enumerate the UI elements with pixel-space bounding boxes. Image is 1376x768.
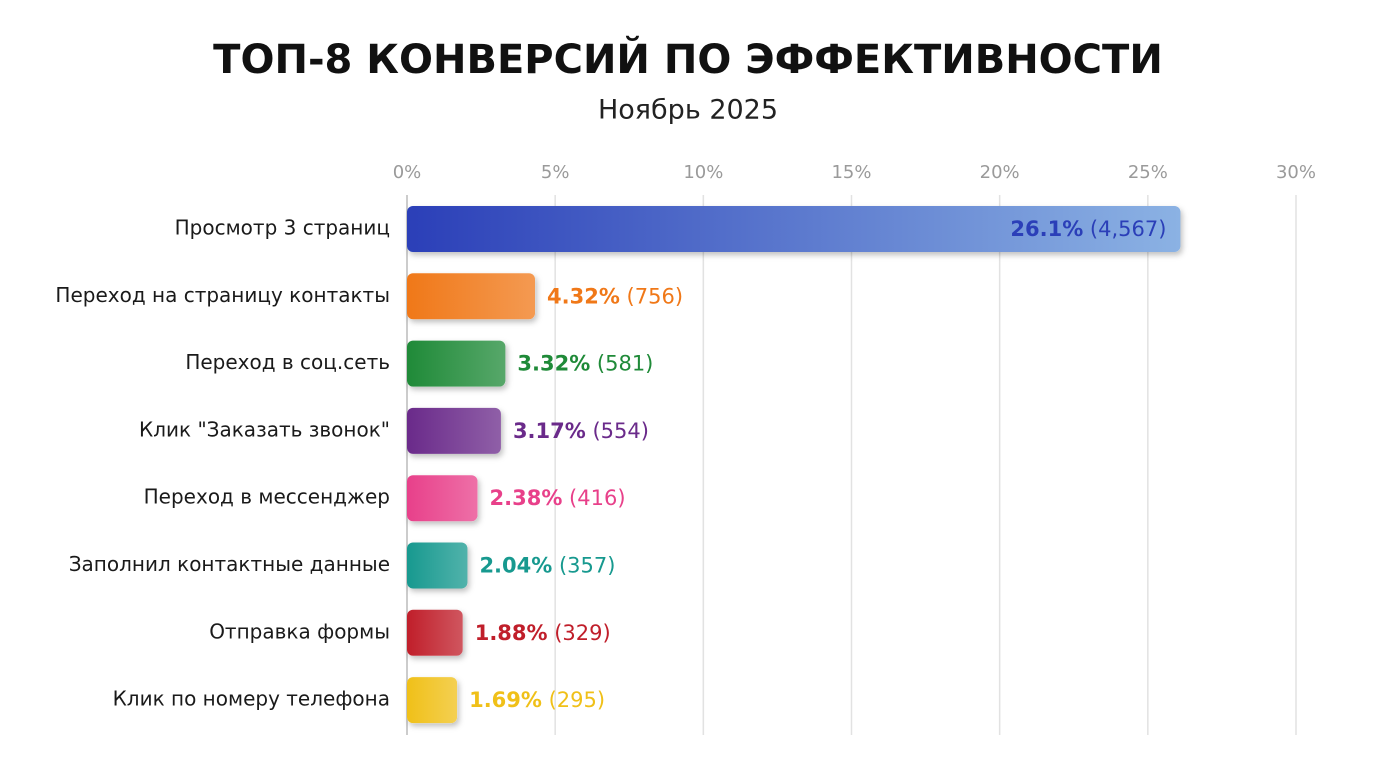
- bar: [407, 206, 1181, 252]
- bar: [407, 542, 468, 589]
- value-label: 2.38% (416): [490, 486, 626, 510]
- value-label: 1.88% (329): [475, 621, 611, 645]
- value-label: 26.1% (4,567): [1010, 217, 1166, 241]
- x-tick-label: 5%: [541, 162, 570, 183]
- bar: [407, 677, 458, 724]
- category-label: Переход в мессенджер: [144, 485, 390, 509]
- category-label: Переход в соц.сеть: [185, 350, 390, 374]
- bar: [407, 609, 463, 656]
- chart-title: ТОП-8 КОНВЕРСИЙ ПО ЭФФЕКТИВНОСТИ: [213, 35, 1163, 83]
- category-label: Заполнил контактные данные: [69, 552, 390, 576]
- category-label: Клик по номеру телефона: [113, 687, 390, 711]
- x-tick-label: 30%: [1276, 162, 1316, 183]
- bar: [407, 273, 536, 320]
- bar: [407, 407, 501, 454]
- bar: [407, 340, 506, 387]
- value-label: 1.69% (295): [469, 688, 605, 712]
- x-tick-label: 20%: [980, 162, 1020, 183]
- category-label: Просмотр 3 страниц: [175, 216, 390, 240]
- x-tick-label: 0%: [393, 162, 422, 183]
- bar: [407, 475, 478, 522]
- category-label: Отправка формы: [209, 619, 390, 643]
- x-tick-label: 25%: [1128, 162, 1168, 183]
- chart-subtitle: Ноябрь 2025: [598, 95, 778, 126]
- value-label: 2.04% (357): [479, 554, 615, 578]
- x-tick-label: 10%: [683, 162, 723, 183]
- value-label: 3.32% (581): [517, 352, 653, 376]
- value-label: 3.17% (554): [513, 419, 649, 443]
- value-label: 4.32% (756): [547, 284, 683, 308]
- category-label: Клик "Заказать звонок": [139, 417, 390, 441]
- category-label: Переход на страницу контакты: [55, 283, 390, 307]
- x-tick-label: 15%: [831, 162, 871, 183]
